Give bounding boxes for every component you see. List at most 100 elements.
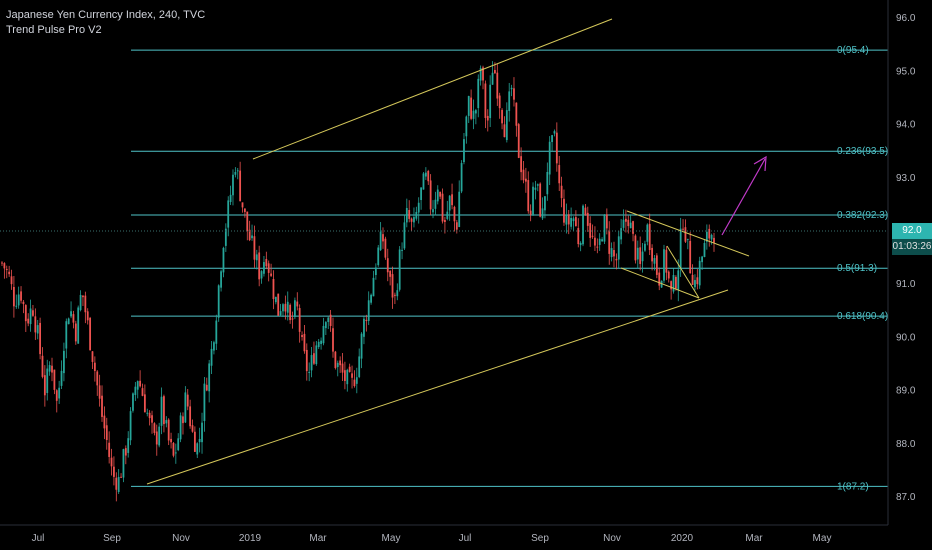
candle-body (341, 363, 344, 373)
candle-body (374, 267, 377, 276)
candle-body (29, 308, 32, 325)
channel-upper-line[interactable] (252, 18, 613, 160)
fib-level-label: 0(95.4) (837, 45, 869, 56)
candle-body (427, 170, 430, 182)
candle-body (615, 258, 618, 261)
wedge-upper-line[interactable] (626, 210, 750, 257)
candle-body (355, 377, 358, 384)
candle-body (529, 210, 532, 215)
candle-body (43, 375, 46, 396)
candle-body (232, 174, 234, 196)
candle-body (520, 156, 523, 173)
candle-body (255, 254, 258, 261)
candle-body (508, 91, 511, 111)
candle-body (108, 442, 111, 457)
time-tick-label: May (382, 533, 401, 544)
candle-body (179, 415, 182, 440)
fibonacci-retracement[interactable]: 0(95.4) 0.236(93.5) 0.382(92.3) 0.5(91.3) 0.… (131, 45, 888, 492)
candle-body (653, 258, 656, 264)
candle-body (146, 412, 149, 414)
candle-body (605, 214, 608, 229)
candle-body (384, 238, 387, 258)
candle-body (544, 196, 546, 211)
candle-body (239, 170, 242, 201)
time-tick-label: Jul (32, 533, 45, 544)
candle-body (243, 208, 246, 212)
candle-body (184, 392, 187, 423)
candle-body (536, 184, 539, 186)
candle-body (17, 294, 20, 306)
candle-body (217, 285, 220, 318)
candle-body (246, 211, 249, 232)
candle-body (120, 476, 122, 478)
candle-body (351, 373, 353, 378)
candle-body (201, 422, 203, 443)
wedge-lower-line[interactable] (620, 267, 700, 299)
candle-body (360, 333, 363, 359)
candle-body (403, 222, 406, 249)
candle-body (363, 318, 365, 337)
candle-body (629, 222, 632, 229)
candle-body (463, 139, 465, 163)
candle-body (444, 220, 446, 222)
candle-body (163, 396, 165, 425)
candle-body (165, 420, 168, 424)
candle-body (234, 171, 237, 175)
wedge-inner-line[interactable] (666, 245, 700, 299)
candle-body (572, 218, 575, 222)
candle-body (170, 438, 172, 443)
candle-body (379, 231, 382, 251)
candle-body (127, 438, 130, 453)
channel-lower-line[interactable] (146, 289, 729, 485)
candle-body (439, 191, 442, 197)
trend-lines[interactable] (146, 18, 750, 485)
candle-body (317, 341, 320, 348)
candle-body (410, 218, 413, 222)
candle-body (227, 200, 230, 228)
price-axis[interactable]: 87.088.089.090.091.092.093.094.095.096.0 (896, 13, 916, 503)
candle-body (703, 242, 706, 257)
candle-body (141, 388, 144, 396)
candle-body (305, 349, 308, 372)
candle-body (241, 202, 244, 208)
candle-body (417, 202, 420, 213)
time-axis[interactable]: Jul Sep Nov 2019 Mar May Jul Sep Nov 2020 Mar May (32, 533, 832, 544)
candle-body (293, 300, 296, 318)
candle-body (53, 369, 56, 390)
candle-body (253, 236, 256, 260)
candle-body (79, 294, 82, 311)
candle-body (1, 262, 3, 264)
candle-body (553, 131, 556, 134)
candle-body (110, 457, 113, 467)
candle-body (448, 195, 451, 211)
candle-body (186, 394, 189, 407)
candle-body (694, 280, 696, 288)
candle-body (496, 72, 499, 99)
projection-arrow[interactable] (721, 155, 767, 236)
indicator-title[interactable]: Trend Pulse Pro V2 (6, 24, 102, 36)
candle-body (8, 271, 11, 275)
candle-body (524, 178, 527, 182)
candle-body (210, 348, 213, 366)
candle-body (334, 351, 337, 369)
candle-body (570, 217, 573, 227)
price-tick-label: 87.0 (896, 492, 916, 503)
candle-body (484, 83, 487, 118)
candle-body (398, 249, 401, 290)
candle-body (48, 365, 51, 372)
candle-body (70, 311, 72, 317)
candle-body (617, 236, 620, 260)
candle-body (415, 211, 418, 219)
candle-body (465, 116, 468, 137)
candle-body (113, 466, 115, 477)
symbol-title[interactable]: Japanese Yen Currency Index, 240, TVC (6, 9, 206, 21)
candle-body (691, 274, 694, 285)
candle-body (532, 186, 534, 216)
candle-body (124, 448, 127, 456)
candle-body (470, 97, 473, 119)
price-tick-label: 94.0 (896, 120, 916, 131)
candle-body (603, 215, 606, 242)
candle-body (277, 293, 280, 316)
candle-body (648, 223, 651, 251)
